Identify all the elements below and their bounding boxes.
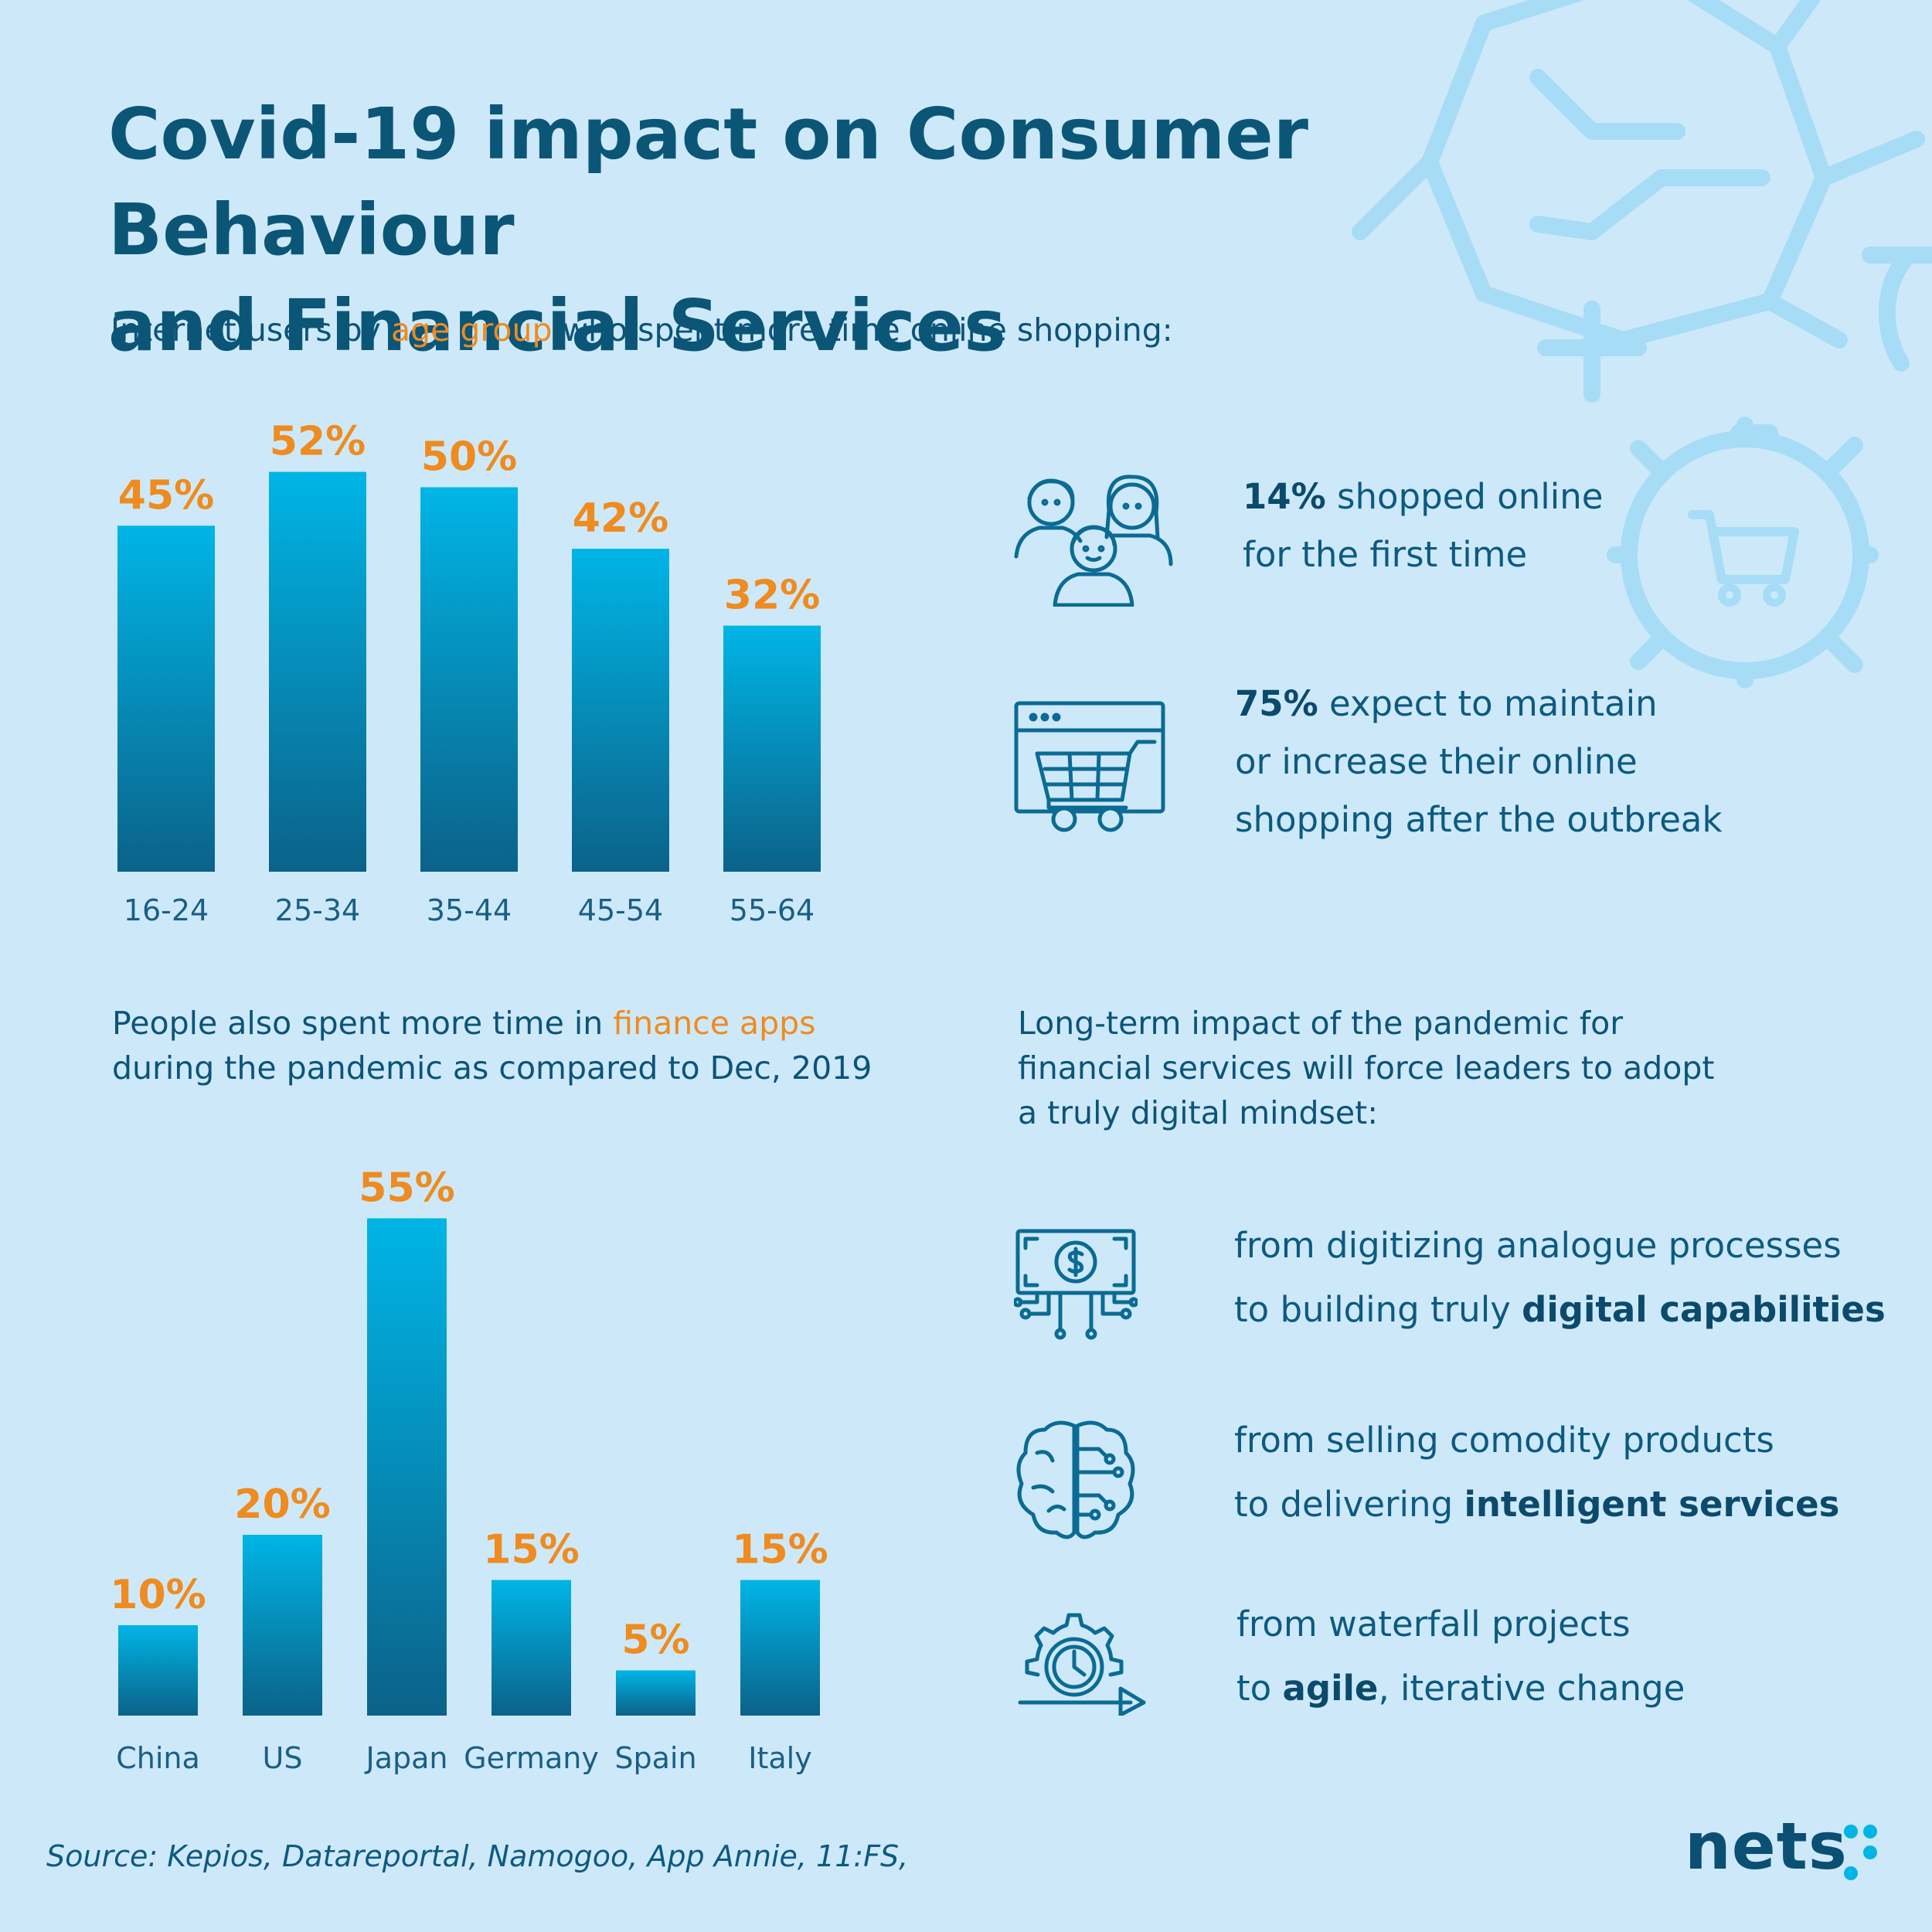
bar-45-54 — [572, 549, 669, 872]
shift-digital-bold: digital capabilities — [1522, 1289, 1886, 1330]
nets-logo: nets — [1685, 1808, 1848, 1884]
long-term-line3: a truly digital mindset: — [1018, 1094, 1379, 1131]
source-note: Source: Kepios, Datareportal, Namogoo, A… — [46, 1839, 909, 1873]
data-label-45-54: 42% — [573, 495, 668, 542]
data-label-16-24: 45% — [118, 472, 214, 519]
bar-55-64 — [723, 625, 821, 872]
tick-label-italy: Italy — [748, 1741, 811, 1775]
bar-italy — [740, 1580, 820, 1716]
people-group-icon — [1014, 474, 1173, 607]
bar-16-24 — [117, 526, 215, 872]
age-group-chart: 45% 16-24 52% 25-34 50% 35-44 42% 45-54 32% 55-64 — [117, 419, 821, 927]
web-shopping-cart-icon — [1014, 701, 1165, 832]
shift-digital-prefix: to building truly — [1234, 1289, 1522, 1330]
shift-intelligent-line1: from selling comodity products — [1234, 1420, 1774, 1461]
stat-maintain-value: 75% — [1235, 683, 1318, 724]
data-label-germany: 15% — [483, 1527, 579, 1573]
tick-label-16-24: 16-24 — [124, 893, 209, 927]
age-heading-accent: age group — [390, 311, 553, 349]
data-label-25-34: 52% — [270, 419, 366, 465]
finance-heading-prefix: People also spent more time in — [112, 1005, 614, 1042]
stat-maintain-line1: expect to maintain — [1318, 683, 1658, 724]
finance-heading-accent: finance apps — [613, 1005, 816, 1042]
tick-label-japan: Japan — [365, 1741, 448, 1775]
bar-25-34 — [269, 471, 366, 872]
finance-heading-line2: during the pandemic as compared to Dec, … — [112, 1049, 872, 1087]
tick-label-45-54: 45-54 — [578, 893, 663, 927]
shift-intelligent-bold: intelligent services — [1464, 1484, 1840, 1525]
title-line-2: and Financial Services — [108, 284, 1006, 367]
bar-germany — [492, 1580, 571, 1716]
stat-first-time-value: 14% — [1243, 476, 1326, 517]
stat-first-time-line2: for the first time — [1243, 534, 1528, 575]
shift-agile-prefix: to — [1236, 1668, 1283, 1709]
data-label-japan: 55% — [359, 1165, 454, 1212]
shift-digital-line1: from digitizing analogue processes — [1234, 1225, 1842, 1266]
bar-35-44 — [420, 487, 518, 872]
bar-spain — [616, 1670, 696, 1716]
tick-label-25-34: 25-34 — [275, 893, 360, 927]
age-heading-suffix: who spent more time online shopping: — [552, 311, 1173, 349]
long-term-heading: Long-term impact of the pandemic for fin… — [1018, 1001, 1714, 1135]
data-label-55-64: 32% — [724, 573, 820, 619]
shift-intelligent-prefix: to delivering — [1234, 1484, 1464, 1525]
data-label-us: 20% — [234, 1481, 330, 1528]
tick-label-china: China — [116, 1741, 200, 1775]
tick-label-35-44: 35-44 — [427, 893, 512, 927]
data-label-china: 10% — [110, 1572, 206, 1618]
tick-label-us: US — [263, 1741, 303, 1775]
bar-us — [243, 1535, 322, 1716]
shift-digital: from digitizing analogue processes to bu… — [1234, 1213, 1886, 1342]
finance-apps-heading: People also spent more time in finance a… — [112, 1001, 872, 1090]
gear-clock-arrow-icon — [1018, 1613, 1146, 1716]
logo-dots-icon — [1844, 1825, 1877, 1880]
shift-agile-line1: from waterfall projects — [1236, 1604, 1631, 1645]
shift-agile-suffix: , iterative change — [1378, 1668, 1685, 1709]
stat-maintain-line3: shopping after the outbreak — [1235, 799, 1723, 840]
shift-agile: from waterfall projects to agile, iterat… — [1236, 1592, 1685, 1720]
long-term-line2: financial services will force leaders to… — [1018, 1049, 1715, 1087]
tick-label-55-64: 55-64 — [730, 893, 815, 927]
tick-label-spain: Spain — [614, 1741, 696, 1775]
stat-maintain-line2: or increase their online — [1235, 741, 1638, 782]
data-label-spain: 5% — [621, 1617, 689, 1664]
bar-china — [118, 1625, 198, 1716]
tick-label-germany: Germany — [464, 1741, 599, 1775]
shift-intelligent: from selling comodity products to delive… — [1234, 1408, 1839, 1536]
title-line-1: Covid-19 impact on Consumer Behaviour — [108, 93, 1309, 271]
data-label-italy: 15% — [732, 1527, 828, 1573]
long-term-line1: Long-term impact of the pandemic for — [1018, 1005, 1624, 1042]
age-group-heading: Internet users by age group who spent mo… — [111, 308, 1173, 352]
shift-agile-bold: agile — [1282, 1668, 1379, 1709]
finance-apps-chart: 10% China 20% US 55% Japan 15% Germany 5% Spain 15… — [110, 1165, 828, 1776]
stat-first-time-line1: shopped online — [1325, 476, 1604, 517]
brain-circuit-icon — [1016, 1420, 1135, 1539]
data-label-35-44: 50% — [421, 434, 517, 481]
age-heading-prefix: Internet users by — [111, 311, 391, 349]
digital-money-icon — [1014, 1229, 1138, 1340]
stat-maintain: 75% expect to maintain or increase their… — [1235, 675, 1723, 849]
logo-text: nets — [1685, 1808, 1848, 1884]
stat-first-time: 14% shopped online for the first time — [1243, 468, 1603, 583]
bar-japan — [367, 1218, 447, 1716]
page-title: Covid-19 impact on Consumer Behaviour an… — [108, 87, 1615, 374]
